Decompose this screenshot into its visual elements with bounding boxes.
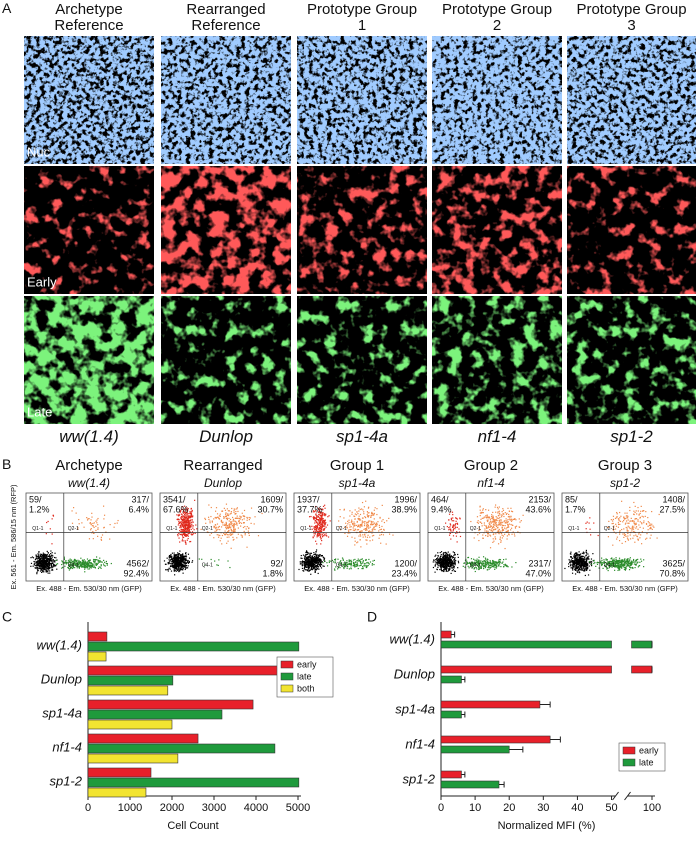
plot-title: Group 3 (552, 457, 696, 474)
plot-title: Rearranged (150, 457, 296, 474)
plot-subtitle: sp1-4a (294, 476, 420, 490)
plot-title: Archetype (16, 457, 162, 474)
plot-subtitle: sp1-2 (562, 476, 688, 490)
strain-label: sp1-4a (297, 427, 427, 447)
column-header: Prototype Group 1 (305, 2, 419, 34)
strain-label: Dunlop (161, 427, 291, 447)
plot-subtitle: ww(1.4) (26, 476, 152, 490)
panel-label: A (2, 0, 11, 16)
column-header: Rearranged Reference (169, 2, 283, 34)
panel-label: B (2, 456, 11, 472)
strain-label: nf1-4 (432, 427, 562, 447)
plot-title: Group 1 (284, 457, 430, 474)
column-header: Archetype Reference (32, 2, 146, 34)
strain-label: ww(1.4) (24, 427, 154, 447)
plot-subtitle: nf1-4 (428, 476, 554, 490)
strain-label: sp1-2 (567, 427, 696, 447)
plot-subtitle: Dunlop (160, 476, 286, 490)
column-header: Prototype Group 3 (575, 2, 688, 34)
column-header: Prototype Group 2 (440, 2, 554, 34)
plot-title: Group 2 (418, 457, 564, 474)
